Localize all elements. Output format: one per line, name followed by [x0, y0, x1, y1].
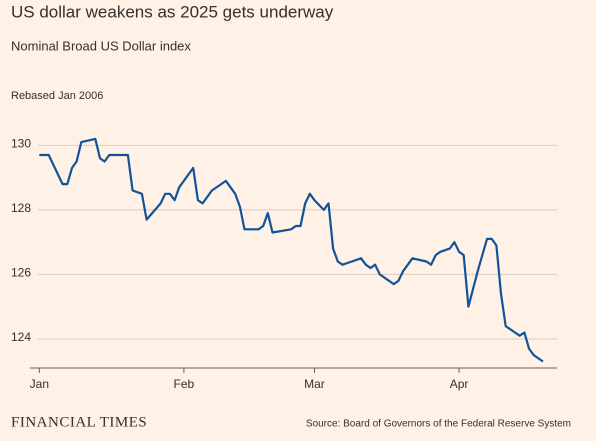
y-tick-label: 126 — [11, 266, 31, 280]
chart-subtitle: Nominal Broad US Dollar index — [11, 38, 191, 53]
source: Source: Board of Governors of the Federa… — [306, 419, 571, 430]
brand: FINANCIAL TIMES — [11, 414, 147, 430]
x-tick-label: Apr — [450, 377, 469, 391]
chart-title: US dollar weakens as 2025 gets underway — [11, 2, 334, 21]
y-tick-label: 128 — [11, 201, 31, 215]
y-tick-label: 130 — [11, 137, 31, 151]
y-tick-label: 124 — [11, 330, 31, 344]
data-line — [39, 137, 544, 363]
x-tick-label: Jan — [30, 377, 49, 391]
x-tick-label: Feb — [174, 377, 195, 391]
chart-note: Rebased Jan 2006 — [11, 90, 103, 102]
x-tick-label: Mar — [304, 377, 325, 391]
